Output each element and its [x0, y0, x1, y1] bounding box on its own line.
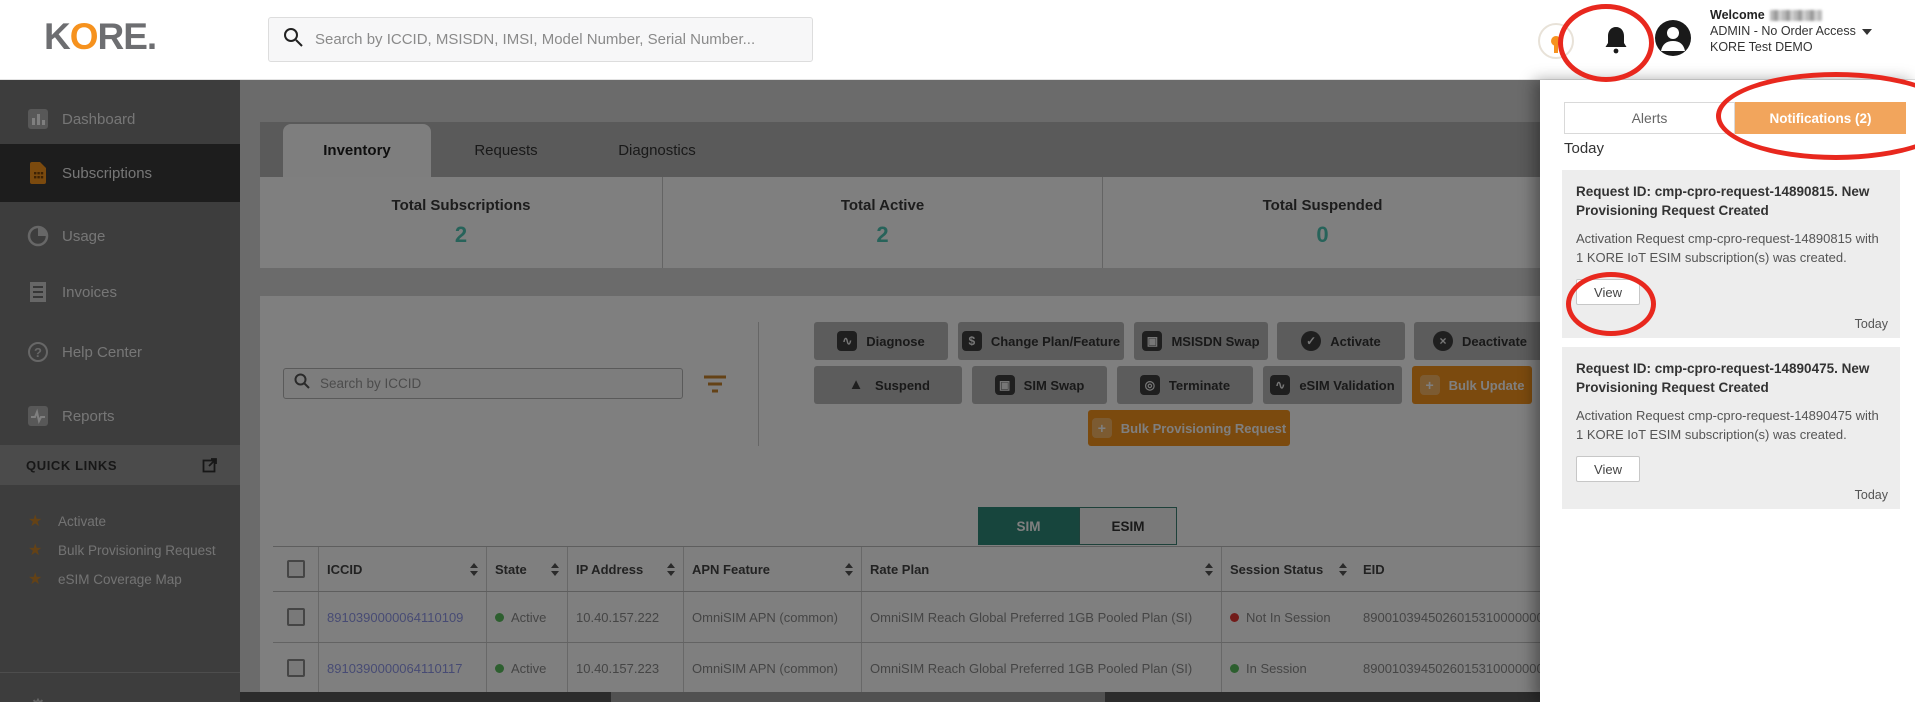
notification-title: Request ID: cmp-cpro-request-14890815. N…	[1576, 184, 1870, 218]
notification-time: Today	[1854, 317, 1888, 331]
bell-icon[interactable]	[1596, 18, 1636, 62]
user-name-redacted	[1769, 9, 1822, 21]
panel-tab-notifications[interactable]: Notifications (2)	[1735, 102, 1906, 134]
caret-down-icon[interactable]	[1861, 28, 1872, 35]
notification-time: Today	[1854, 488, 1888, 502]
notification-body: Activation Request cmp-cpro-request-1489…	[1576, 408, 1879, 442]
welcome-label: Welcome	[1710, 8, 1765, 22]
notification-body: Activation Request cmp-cpro-request-1489…	[1576, 231, 1879, 265]
dim-overlay[interactable]	[0, 80, 1540, 702]
global-search-box	[268, 17, 813, 62]
avatar-icon[interactable]	[1654, 19, 1692, 57]
tab-label: Notifications (2)	[1769, 110, 1872, 126]
view-button[interactable]: View	[1576, 279, 1640, 305]
tab-label: Alerts	[1631, 110, 1668, 126]
notification-card: Request ID: cmp-cpro-request-14890815. N…	[1562, 170, 1900, 338]
user-account: KORE Test DEMO	[1710, 40, 1813, 54]
search-icon	[283, 27, 303, 52]
panel-section-label: Today	[1564, 140, 1605, 157]
notification-title: Request ID: cmp-cpro-request-14890475. N…	[1576, 361, 1870, 395]
user-menu[interactable]: Welcome ADMIN - No Order Access KORE Tes…	[1710, 7, 1910, 55]
panel-tab-alerts[interactable]: Alerts	[1564, 102, 1735, 134]
notification-card: Request ID: cmp-cpro-request-14890475. N…	[1562, 347, 1900, 509]
key-icon[interactable]	[1538, 23, 1574, 59]
notification-panel: Alerts Notifications (2) Today Request I…	[1540, 80, 1915, 702]
global-search-input[interactable]	[313, 30, 798, 49]
kore-logo: KORE.	[44, 16, 157, 57]
user-role: ADMIN - No Order Access	[1710, 24, 1856, 38]
view-button[interactable]: View	[1576, 456, 1640, 482]
top-header: KORE. Welcome ADMIN - No Order Access KO…	[0, 0, 1915, 80]
